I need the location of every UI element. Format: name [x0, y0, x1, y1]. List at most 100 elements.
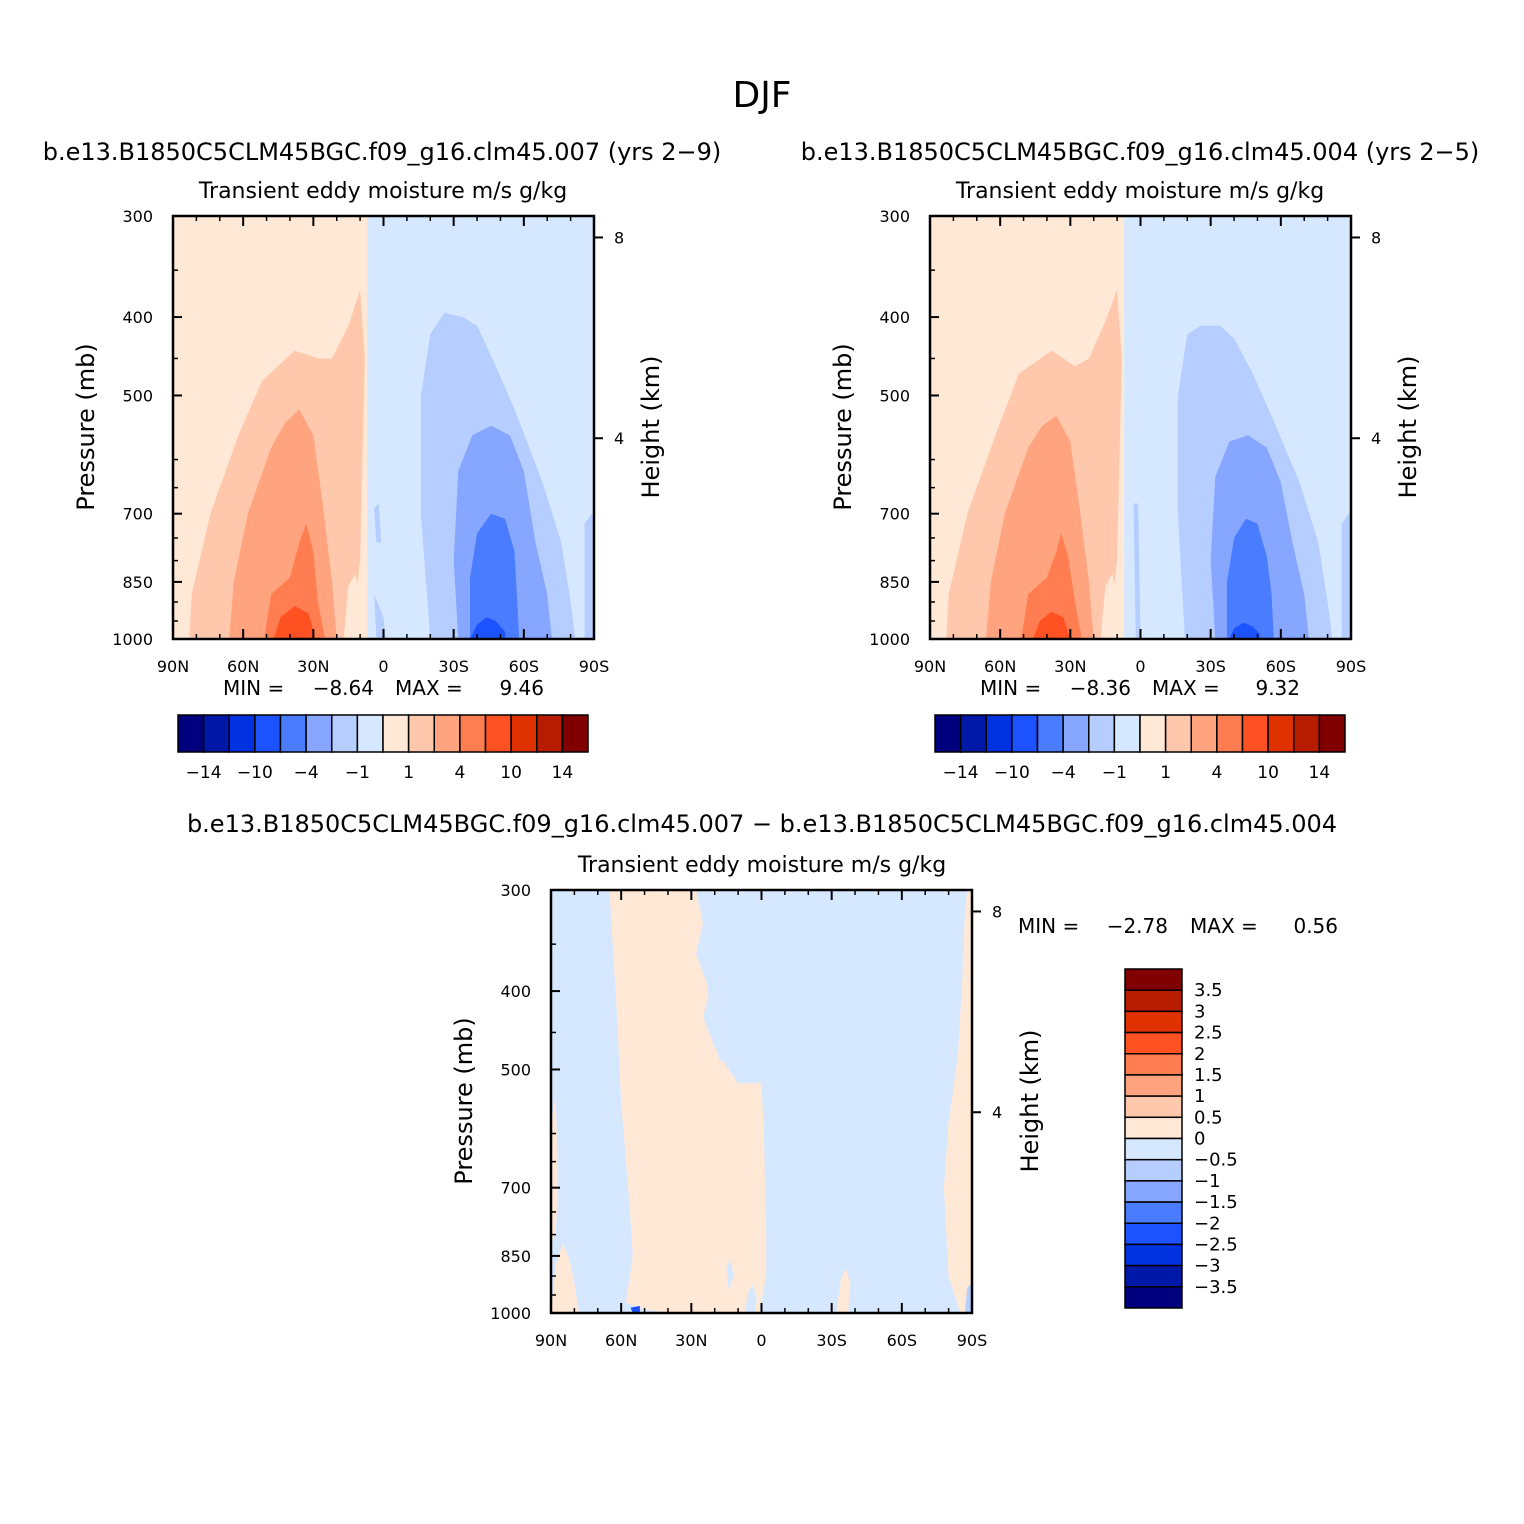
panel-a-ytick-label-5: 1000	[112, 630, 153, 649]
panel-b-ylabel: Pressure (mb)	[829, 343, 857, 510]
panel-a-contour-region-6	[343, 573, 361, 639]
panel-c-title: b.e13.B1850C5CLM45BGC.f09_g16.clm45.007 …	[187, 810, 1337, 838]
panel-c-cbar-label-5: 1	[1194, 1086, 1205, 1107]
panel-c-contour-region-1	[609, 890, 767, 1313]
panel-a-contour-region-12	[470, 617, 506, 639]
panel-c-cbar-box-9	[1124, 1158, 1183, 1182]
panel-b-max-label: MAX =	[1152, 676, 1220, 700]
panel-a-cbar-label-5: 4	[454, 763, 465, 783]
panel-b-plot	[928, 214, 1353, 641]
panel-b-cbar-label-0: −14	[943, 763, 979, 783]
panel-a-cbar-box-5	[305, 714, 333, 753]
panel-a-max: 9.46	[499, 676, 544, 700]
panel-c-cbar-label-0: 3.5	[1194, 980, 1223, 1001]
panel-b-cbar-box-10	[1190, 714, 1218, 753]
panel-b-cbar-box-0	[934, 714, 962, 753]
panel-c-contour-region-2	[943, 890, 972, 1313]
panel-b-xtick-label-6: 90S	[1336, 657, 1367, 676]
panel-b-cbar-box-7	[1113, 714, 1141, 753]
panel-a-contour-region-4	[264, 523, 325, 639]
panel-b: b.e13.B1850C5CLM45BGC.f09_g16.clm45.004 …	[801, 138, 1480, 783]
panel-a-contour-region-5	[273, 605, 316, 639]
panel-c-contour-region-10	[700, 1177, 708, 1217]
panel-a-ytick-label-4: 850	[122, 573, 153, 592]
panel-a-cbar-label-3: −1	[345, 763, 370, 783]
panel-c-xtick-label-0: 90N	[535, 1331, 567, 1350]
panel-c-contour-region-7	[726, 1260, 734, 1292]
panel-a-contour-region-11	[470, 513, 520, 639]
panel-a-xtick-label-5: 60S	[509, 657, 540, 676]
panel-a-min-label: MIN =	[223, 676, 284, 700]
panel-b-cbar-box-3	[1011, 714, 1039, 753]
panel-c-cbar-label-11: −2	[1194, 1213, 1221, 1234]
panel-b-x-axis: 90N 60N 30N 0 30S 60S 90S	[914, 216, 1366, 676]
panel-c-max: 0.56	[1293, 914, 1338, 938]
panel-b-cbar-box-1	[959, 714, 987, 753]
panel-a-cbar-box-9	[407, 714, 435, 753]
panel-c-cbar-box-14	[1124, 1264, 1183, 1288]
panel-a-contour-region-7	[374, 503, 382, 543]
panel-a-max-label: MAX =	[395, 676, 463, 700]
panel-b-ytick-label-3: 700	[879, 505, 910, 524]
panel-b-cbar-label-1: −10	[994, 763, 1030, 783]
panel-a-cbar-label-7: 14	[552, 763, 574, 783]
panel-a-x-axis: 90N 60N 30N 0 30S 60S 90S	[157, 216, 609, 676]
panel-c-stats: MIN = −2.78 MAX = 0.56	[1018, 914, 1338, 938]
panel-a-cbar-box-3	[254, 714, 282, 753]
panel-c-height-axis: 84	[972, 902, 1002, 1122]
panel-c-cbar-box-6	[1124, 1095, 1183, 1119]
panel-c: b.e13.B1850C5CLM45BGC.f09_g16.clm45.007 …	[187, 810, 1338, 1350]
panel-b-y-axis: 300 400 500 700 850 1000	[869, 207, 939, 649]
panel-b-ytick-label-2: 500	[879, 386, 910, 405]
panel-b-contour-region-4	[1021, 533, 1082, 639]
panel-b-cbar-box-15	[1318, 714, 1346, 753]
panel-c-colorbar: 3.532.521.510.50−0.5−1−1.5−2−2.5−3−3.5	[1124, 968, 1238, 1309]
panel-a-cbar-box-12	[484, 714, 512, 753]
panel-a-cbar-label-4: 1	[403, 763, 414, 783]
panel-b-cbar-box-8	[1139, 714, 1167, 753]
panel-c-cbar-box-11	[1124, 1201, 1183, 1224]
panel-b-ylabel-right: Height (km)	[1394, 356, 1422, 499]
panel-a-cbar-label-1: −10	[237, 763, 273, 783]
panel-b-ytick-label-1: 400	[879, 308, 910, 327]
panel-b-contour-region-11	[1229, 622, 1260, 639]
panel-b-cbar-box-6	[1088, 714, 1116, 753]
panel-c-ytick-label-1: 400	[500, 982, 531, 1001]
panel-c-rtick-label-0: 8	[992, 902, 1002, 921]
panel-c-max-label: MAX =	[1190, 914, 1258, 938]
panel-a-y-axis: 300 400 500 700 850 1000	[112, 207, 182, 649]
panel-a-rtick-label-1: 4	[614, 429, 624, 448]
panel-c-ylabel-right: Height (km)	[1016, 1030, 1044, 1173]
panel-c-cbar-label-3: 2	[1194, 1044, 1205, 1065]
panel-a-ytick-label-2: 500	[122, 386, 153, 405]
panel-b-xtick-label-2: 30N	[1054, 657, 1086, 676]
panel-a-xtick-label-4: 30S	[438, 657, 469, 676]
panel-b-cbar-label-6: 10	[1257, 763, 1279, 783]
panel-a-cbar-box-7	[356, 714, 384, 753]
panel-b-stats: MIN = −8.36 MAX = 9.32	[980, 676, 1300, 700]
panel-b-min: −8.36	[1070, 676, 1131, 700]
panel-b-cbar-box-4	[1036, 714, 1064, 753]
panel-c-cbar-box-10	[1124, 1180, 1183, 1203]
panel-c-plot	[549, 888, 974, 1315]
panel-b-min-label: MIN =	[980, 676, 1041, 700]
panel-b-xtick-label-3: 0	[1135, 657, 1145, 676]
panel-b-cbar-box-13	[1267, 714, 1295, 753]
panel-c-cbar-box-15	[1124, 1286, 1183, 1309]
panel-a-plot	[171, 214, 596, 641]
panel-b-rtick-label-1: 4	[1371, 429, 1381, 448]
panel-b-cbar-label-3: −1	[1102, 763, 1127, 783]
panel-a-cbar-label-0: −14	[186, 763, 222, 783]
panel-c-ytick-label-4: 850	[500, 1247, 531, 1266]
panel-c-cbar-label-7: 0	[1194, 1129, 1205, 1150]
panel-b-subtitle: Transient eddy moisture m/s g/kg	[955, 179, 1324, 204]
panel-c-xtick-label-1: 60N	[605, 1331, 637, 1350]
panel-c-cbar-label-9: −1	[1194, 1171, 1221, 1192]
panel-c-contour-region-6	[703, 890, 732, 1063]
panel-c-ytick-label-0: 300	[500, 881, 531, 900]
panel-c-cbar-box-12	[1124, 1222, 1183, 1246]
panel-a-colorbar: −14 −10 −4 −1 1 4 10 14	[177, 714, 589, 783]
panel-b-ytick-label-4: 850	[879, 573, 910, 592]
panel-a-stats: MIN = −8.64 MAX = 9.46	[223, 676, 544, 700]
